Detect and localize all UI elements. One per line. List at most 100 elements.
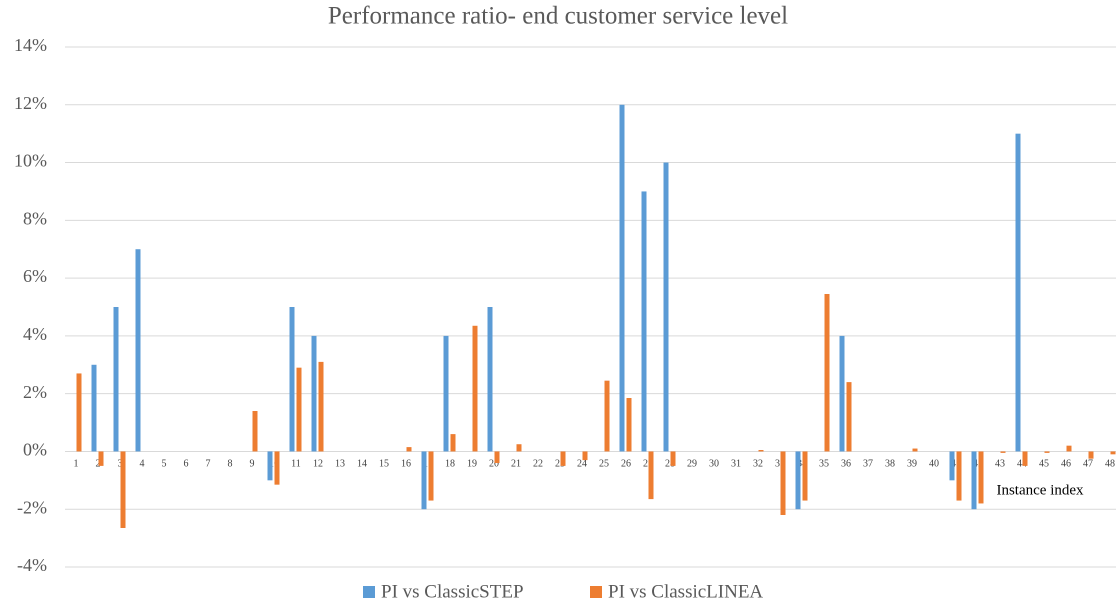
bar [670, 451, 676, 466]
bar [135, 249, 141, 452]
x-tick-label: 18 [445, 459, 455, 470]
x-tick-label: 46 [1061, 459, 1071, 470]
bar [487, 307, 493, 452]
x-tick-label: 10 [269, 459, 279, 470]
bar [120, 451, 126, 528]
bar [252, 411, 258, 452]
x-tick-label: 47 [1083, 459, 1093, 470]
x-tick-label: 36 [841, 459, 851, 470]
x-tick-label: 33 [775, 459, 785, 470]
x-tick-label: 5 [162, 459, 167, 470]
bar [626, 398, 632, 452]
bar [311, 335, 317, 452]
y-tick-label: 8% [23, 208, 47, 228]
y-tick-label: -2% [17, 497, 47, 517]
bar [839, 335, 845, 452]
x-tick-label: 7 [206, 459, 211, 470]
bar [949, 451, 955, 481]
x-tick-label: 11 [291, 459, 301, 470]
y-tick-label: 14% [14, 35, 47, 55]
x-tick-label: 41 [951, 459, 961, 470]
bar [780, 451, 786, 515]
bar [516, 444, 522, 452]
legend-swatch [590, 586, 602, 598]
bar [296, 367, 302, 452]
x-tick-label: 16 [401, 459, 411, 470]
bar [1000, 451, 1006, 453]
bar [582, 451, 588, 461]
bar [560, 451, 566, 466]
y-tick-label: 12% [14, 93, 47, 113]
bar [912, 448, 918, 452]
x-tick-label: 40 [929, 459, 939, 470]
bar [758, 450, 764, 452]
x-tick-label: 3 [118, 459, 123, 470]
bar [443, 335, 449, 452]
y-tick-label: 10% [14, 151, 47, 171]
x-tick-label: 2 [96, 459, 101, 470]
bar [1110, 451, 1116, 455]
y-tick-label: -4% [17, 555, 47, 575]
x-tick-label: 22 [533, 459, 543, 470]
y-tick-label: 6% [23, 266, 47, 286]
x-tick-label: 19 [467, 459, 477, 470]
x-tick-label: 17 [423, 459, 433, 470]
bar [619, 104, 625, 452]
x-tick-label: 45 [1039, 459, 1049, 470]
x-tick-label: 1 [74, 459, 79, 470]
x-tick-label: 35 [819, 459, 829, 470]
bar [802, 451, 808, 501]
bar [795, 451, 801, 510]
x-tick-label: 23 [555, 459, 565, 470]
x-tick-label: 27 [643, 459, 653, 470]
x-tick-label: 44 [1017, 459, 1027, 470]
bar [428, 451, 434, 501]
x-tick-label: 30 [709, 459, 719, 470]
legend-label: PI vs ClassicSTEP [381, 581, 524, 602]
x-tick-label: 43 [995, 459, 1005, 470]
bar [113, 307, 119, 452]
chart-title: Performance ratio- end customer service … [328, 3, 788, 30]
legend-swatch [363, 586, 375, 598]
bar [641, 191, 647, 452]
bar [846, 382, 852, 452]
bar [494, 451, 500, 463]
bar [1088, 451, 1094, 459]
bar [1022, 451, 1028, 466]
y-tick-label: 4% [23, 324, 47, 344]
x-tick-label: 14 [357, 459, 367, 470]
legend-label: PI vs ClassicLINEA [608, 581, 763, 602]
bar [1066, 445, 1072, 452]
bar [472, 325, 478, 452]
x-tick-label: 38 [885, 459, 895, 470]
bar [76, 373, 82, 452]
x-tick-label: 25 [599, 459, 609, 470]
x-tick-label: 21 [511, 459, 521, 470]
bar [971, 451, 977, 510]
x-tick-label: 29 [687, 459, 697, 470]
x-tick-label: 24 [577, 459, 587, 470]
bar [1044, 451, 1050, 453]
bar [318, 361, 324, 452]
bar [406, 447, 412, 452]
x-tick-label: 32 [753, 459, 763, 470]
bar [421, 451, 427, 510]
x-tick-label: 28 [665, 459, 675, 470]
bar [289, 307, 295, 452]
x-tick-label: 12 [313, 459, 323, 470]
y-tick-label: 2% [23, 382, 47, 402]
bar [98, 451, 104, 466]
bar [978, 451, 984, 504]
x-tick-label: 8 [228, 459, 233, 470]
x-tick-label: 42 [973, 459, 983, 470]
bar [267, 451, 273, 481]
bar [1015, 133, 1021, 452]
x-axis-label: Instance index [996, 482, 1084, 498]
x-tick-label: 34 [797, 459, 807, 470]
y-tick-label: 0% [23, 440, 47, 460]
x-tick-label: 9 [250, 459, 255, 470]
bar [450, 434, 456, 452]
x-tick-label: 26 [621, 459, 631, 470]
bar [824, 294, 830, 452]
